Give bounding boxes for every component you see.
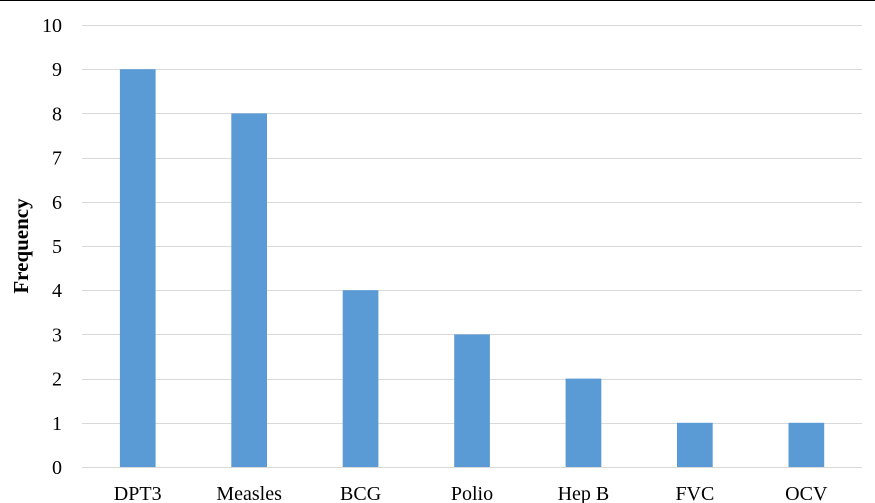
x-tick-label: BCG [340, 483, 381, 503]
y-tick-label: 7 [52, 148, 62, 170]
bar-polio [454, 334, 490, 467]
y-tick-label: 8 [52, 103, 62, 125]
y-axis-tick-labels: 0 1 2 3 4 5 6 7 8 9 10 [42, 15, 62, 479]
y-tick-label: 6 [52, 192, 62, 214]
bar-dpt3 [119, 69, 156, 467]
bar-fvc [677, 422, 713, 467]
y-tick-label: 10 [42, 15, 62, 37]
y-tick-label: 3 [52, 324, 62, 346]
x-tick-label: DPT3 [114, 483, 162, 503]
bar-measles [231, 113, 267, 468]
bar-hep-b [565, 378, 602, 467]
bar-ocv [788, 422, 825, 467]
x-tick-label: FVC [675, 483, 714, 503]
gridlines [82, 25, 862, 424]
x-tick-label: Measles [216, 483, 282, 503]
y-tick-label: 1 [52, 413, 62, 435]
bars [119, 69, 825, 468]
bar-bcg [342, 290, 379, 467]
y-axis-title: Frequency [9, 198, 33, 294]
y-tick-label: 2 [52, 369, 62, 391]
y-tick-label: 0 [52, 457, 62, 479]
x-tick-label: OCV [785, 483, 828, 503]
x-tick-label: Hep B [558, 483, 610, 503]
x-tick-label: Polio [451, 483, 493, 503]
y-tick-label: 5 [52, 236, 62, 258]
x-axis-tick-labels: DPT3 Measles BCG Polio Hep B FVC OCV [114, 483, 828, 503]
y-tick-label: 9 [52, 59, 62, 81]
y-tick-label: 4 [52, 280, 62, 302]
